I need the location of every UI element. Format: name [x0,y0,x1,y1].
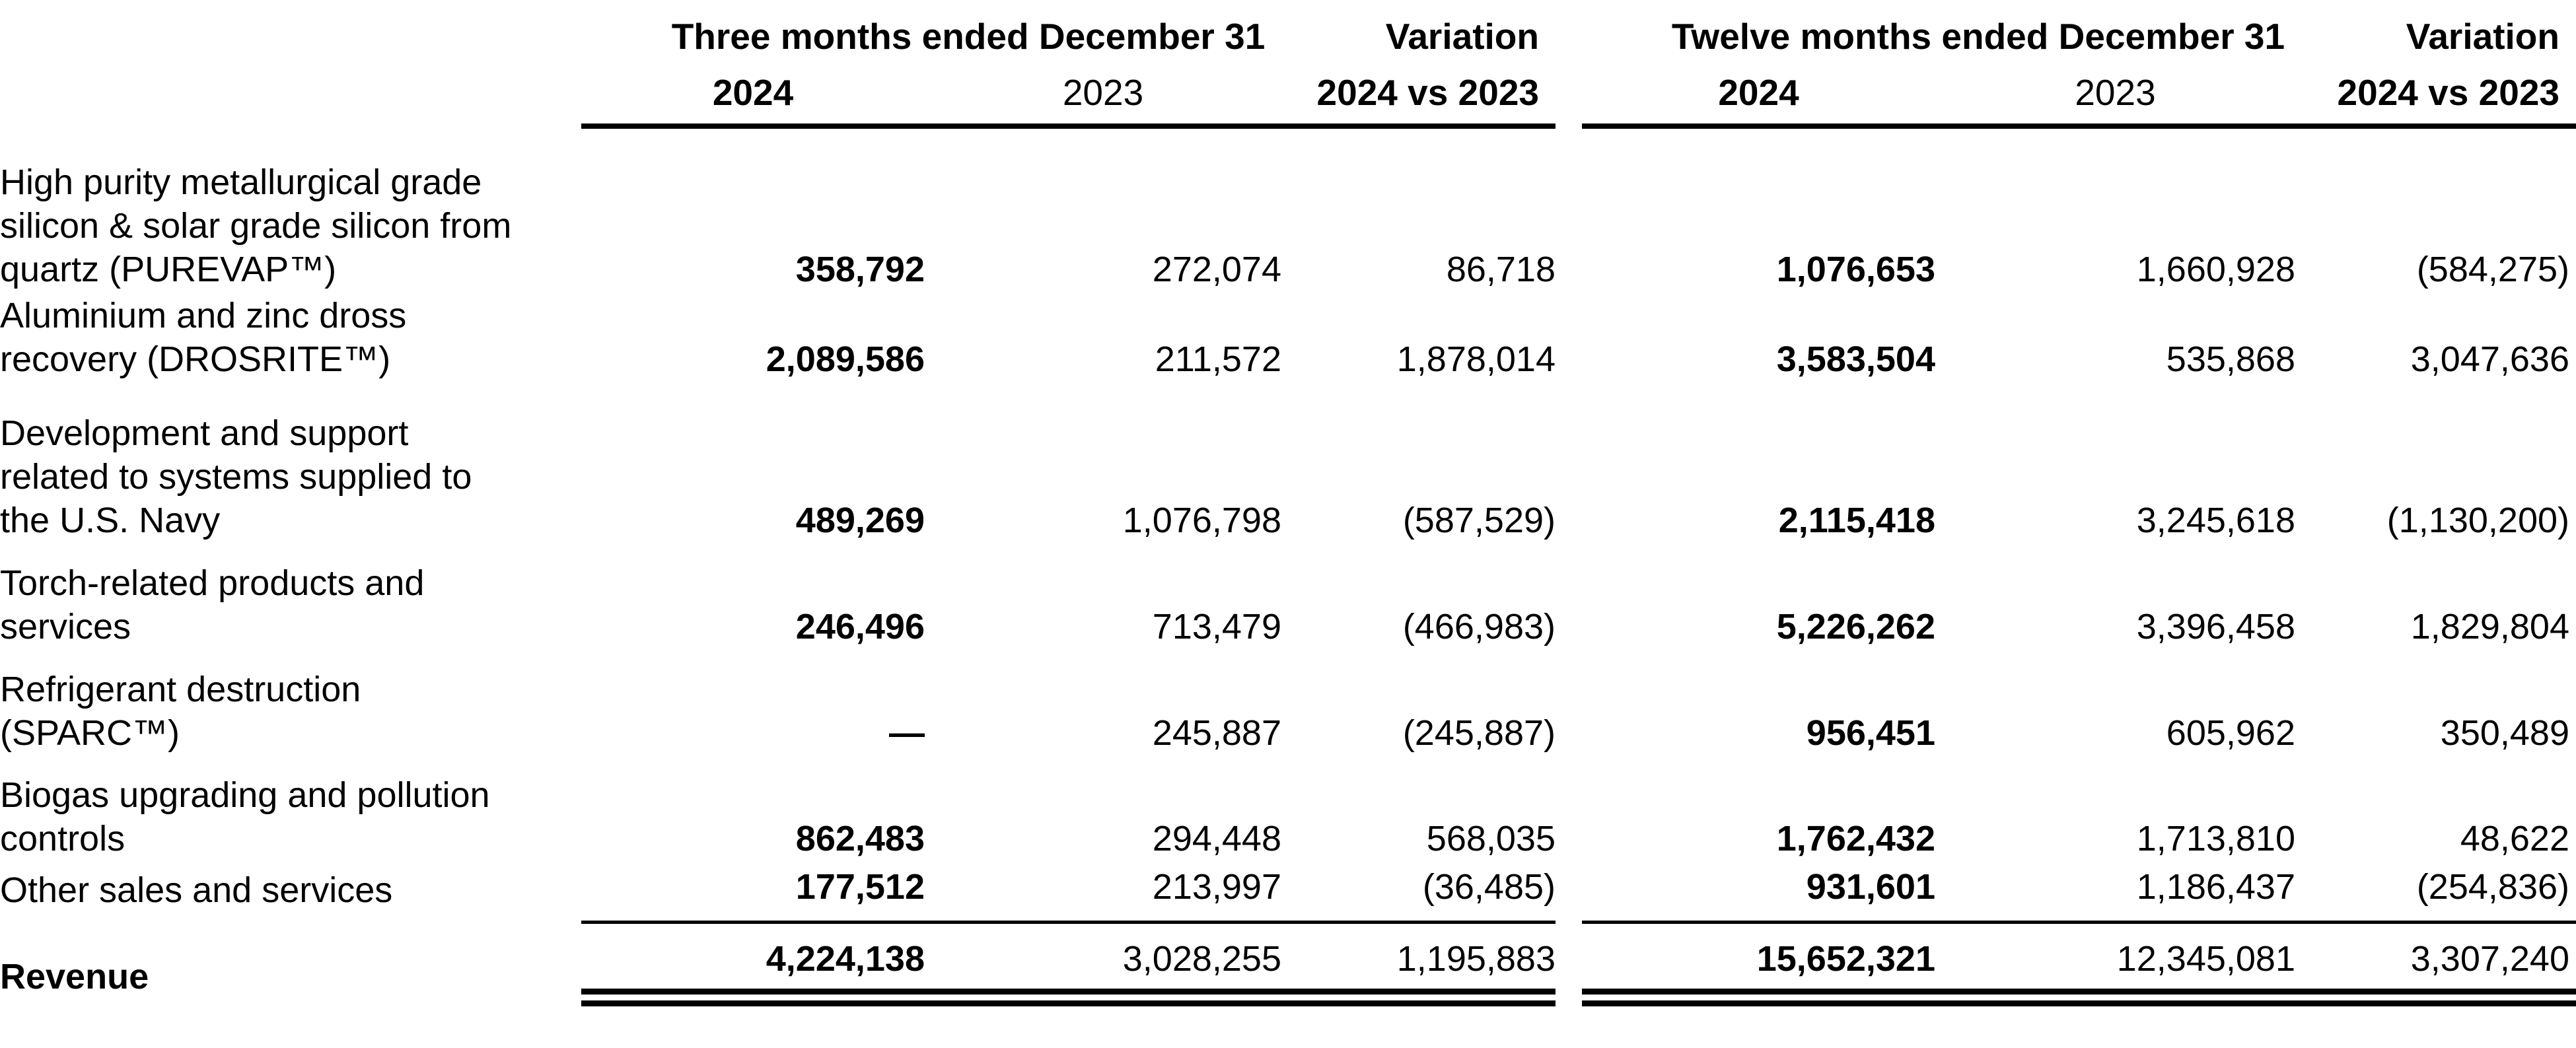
cell-value: (584,275) [2416,250,2569,289]
cell-value: 2,089,586 [766,339,925,379]
cell-value: 86,718 [1446,250,1556,289]
cell-value: 568,035 [1426,819,1556,858]
cell-value: 713,479 [1152,607,1281,646]
cell-value: 862,483 [795,819,925,858]
group-gap [1556,755,1582,860]
cell-value: 605,962 [2166,713,2295,753]
group-gap [1556,291,1582,381]
cell-value: 1,878,014 [1396,339,1556,379]
year-header-2024-q: 2024 [581,58,925,129]
total-row-label: Revenue [0,957,149,996]
table-row: Torch-related products and services 246,4… [0,542,2576,648]
row-label: High purity metallurgical grade silicon … [0,162,512,289]
cell-value: 1,195,883 [1281,924,1556,1006]
year-header-2023-y: 2023 [1935,58,2295,129]
cell-value: 3,583,504 [1776,339,1935,379]
cell-value: 931,601 [1582,860,1935,924]
group-title-three-months: Three months ended December 31 [671,16,1266,57]
cell-value: 3,307,240 [2295,924,2576,1006]
group-gap [1556,381,1582,542]
variation-header-twelve-months: Variation [2406,16,2559,57]
group-title-twelve-months: Twelve months ended December 31 [1671,16,2285,57]
cell-value: 489,269 [795,501,925,540]
cell-value: 12,345,081 [1935,924,2295,1006]
cell-value: 272,074 [1152,250,1281,289]
year-header-variation-y: 2024 vs 2023 [2295,58,2576,129]
cell-value: 294,448 [1152,819,1281,858]
row-label: Aluminium and zinc dross recovery (DROSR… [0,296,407,379]
table-header: Three months ended December 31 Variation… [0,0,2576,129]
group-gap [1556,58,1582,129]
cell-value: 15,652,321 [1582,924,1935,1006]
year-header-row: 2024 2023 2024 vs 2023 2024 2023 2024 vs… [0,58,2576,129]
table-body: High purity metallurgical grade silicon … [0,129,2576,1006]
table-row: High purity metallurgical grade silicon … [0,129,2576,291]
cell-value: 48,622 [2460,819,2569,858]
table-row: Refrigerant destruction (SPARC™) — 245,887… [0,648,2576,755]
cell-value: 1,076,798 [1122,501,1281,540]
cell-value: 3,047,636 [2410,339,2569,379]
group-gap [1556,542,1582,648]
table-row: Aluminium and zinc dross recovery (DROSR… [0,291,2576,381]
cell-value: 1,713,810 [2136,819,2295,858]
row-label: Other sales and services [0,870,393,910]
total-row: Revenue 4,224,138 3,028,255 1,195,883 15,652… [0,924,2576,1006]
cell-value: (1,130,200) [2386,501,2569,540]
table-row: Other sales and services 177,512 213,997 (3… [0,860,2576,924]
cell-value: 3,028,255 [925,924,1281,1006]
cell-value: (254,836) [2295,860,2576,924]
row-label: Biogas upgrading and pollution controls [0,775,490,858]
row-label: Torch-related products and services [0,563,425,646]
revenue-breakdown-table: Three months ended December 31 Variation… [0,0,2576,1006]
cell-value: 1,660,928 [2136,250,2295,289]
variation-header-three-months: Variation [1385,16,1539,57]
cell-value: 1,829,804 [2410,607,2569,646]
cell-value: (466,983) [1402,607,1556,646]
cell-value: 535,868 [2166,339,2295,379]
row-label: Refrigerant destruction (SPARC™) [0,670,361,753]
cell-value: 358,792 [795,250,925,289]
cell-value: 245,887 [1152,713,1281,753]
cell-value: 3,396,458 [2136,607,2295,646]
cell-value: 2,115,418 [1778,501,1935,540]
row-label: Development and support related to syste… [0,413,472,540]
year-header-2024-y: 2024 [1582,58,1935,129]
cell-value: (245,887) [1402,713,1556,753]
cell-value: 246,496 [795,607,925,646]
group-gap [1556,860,1582,924]
label-column-spacer [0,58,581,129]
year-header-2023-q: 2023 [925,58,1281,129]
group-gap [1556,924,1582,1006]
cell-value: 1,762,432 [1776,819,1935,858]
label-column-spacer [0,0,581,58]
table-row: Biogas upgrading and pollution controls 8… [0,755,2576,860]
table-row: Development and support related to syste… [0,381,2576,542]
group-gap [1556,129,1582,291]
group-header-row: Three months ended December 31 Variation… [0,0,2576,58]
cell-value: — [889,713,925,753]
cell-value: 4,224,138 [581,924,925,1006]
cell-value: 1,186,437 [1935,860,2295,924]
cell-value: 1,076,653 [1776,250,1935,289]
cell-value: 213,997 [925,860,1281,924]
group-gap [1556,0,1582,58]
cell-value: (36,485) [1281,860,1556,924]
group-gap [1556,648,1582,755]
cell-value: 5,226,262 [1776,607,1935,646]
cell-value: 956,451 [1806,713,1935,753]
cell-value: 211,572 [1155,339,1281,379]
cell-value: 350,489 [2440,713,2569,753]
year-header-variation-q: 2024 vs 2023 [1281,58,1556,129]
cell-value: 3,245,618 [2136,501,2295,540]
cell-value: (587,529) [1402,501,1556,540]
cell-value: 177,512 [581,860,925,924]
